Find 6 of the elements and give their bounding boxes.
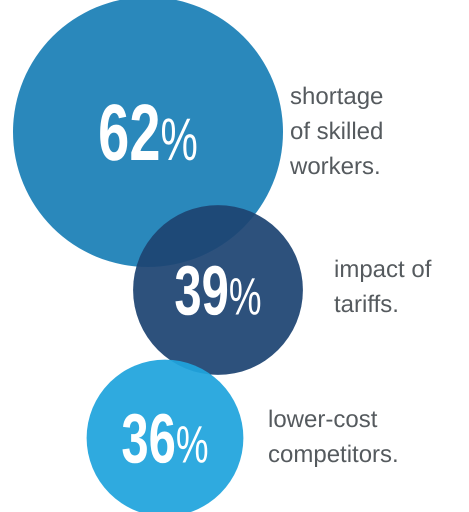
category-label: impact of tariffs.: [334, 256, 432, 318]
category-label: shortage of skilled workers.: [289, 83, 384, 180]
data-label: 36%: [121, 398, 209, 478]
category-label: lower-cost competitors.: [268, 406, 399, 468]
data-label: 62%: [98, 87, 198, 178]
data-label: 39%: [174, 250, 262, 330]
